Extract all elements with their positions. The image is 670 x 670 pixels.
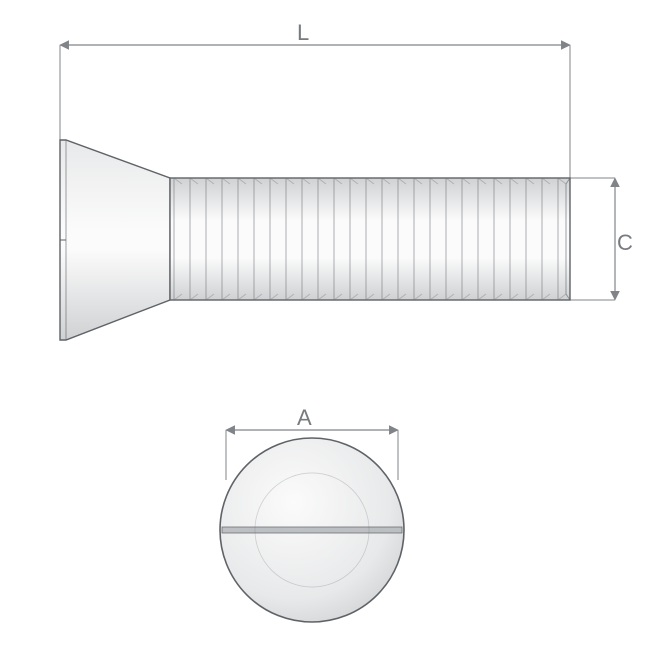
diagram-canvas: L C A [0, 0, 670, 670]
dimension-label-L: L [297, 20, 309, 46]
dimension-label-A: A [297, 405, 312, 431]
dimension-label-C: C [617, 230, 633, 256]
technical-drawing-svg [0, 0, 670, 670]
